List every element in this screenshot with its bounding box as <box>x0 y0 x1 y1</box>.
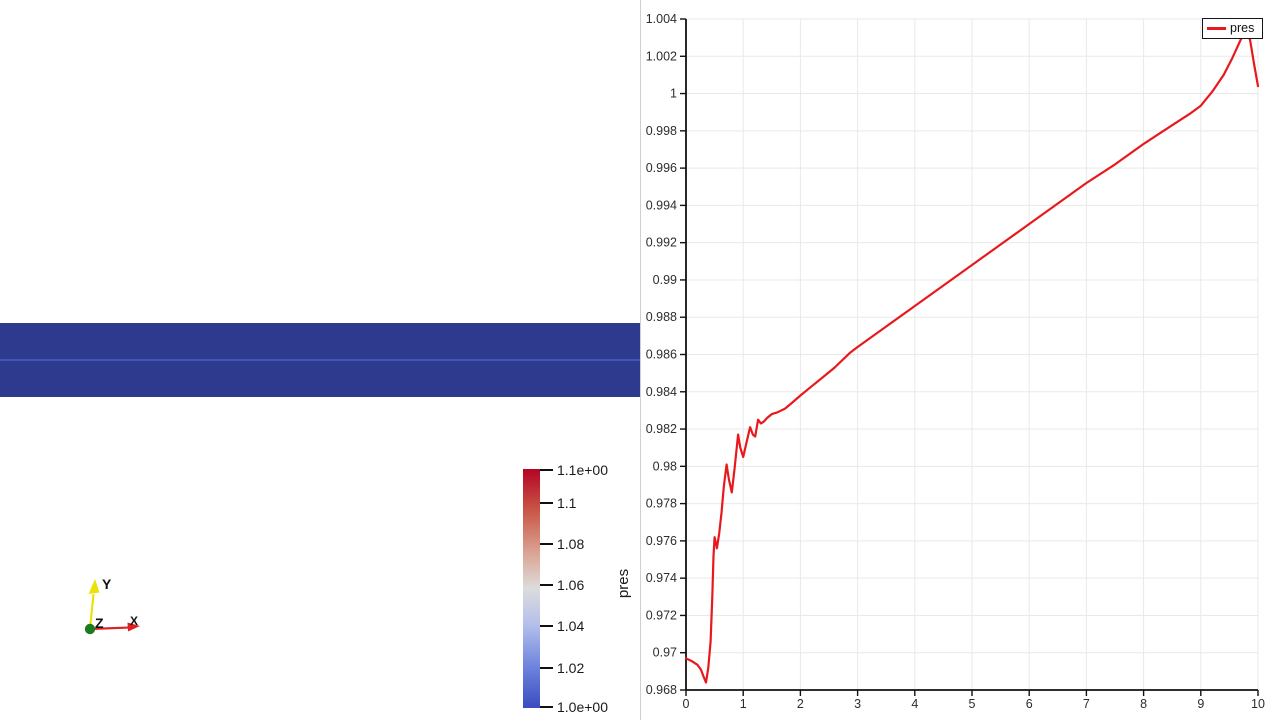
x-axis-tick-label: 2 <box>797 697 804 711</box>
y-axis-tick-label: 0.988 <box>646 310 677 324</box>
y-axis-tick-label: 0.986 <box>646 348 677 362</box>
y-axis-tick-label: 0.972 <box>646 608 677 622</box>
colorbar-tick <box>540 502 553 504</box>
colorbar-tick <box>540 584 553 586</box>
x-axis-tick-label: 1 <box>740 697 747 711</box>
y-axis-tick-label: 0.97 <box>653 646 677 660</box>
y-axis-cone-icon <box>88 579 100 594</box>
x-axis-tick-label: 5 <box>969 697 976 711</box>
z-axis-sphere-icon <box>84 623 96 635</box>
y-axis-tick-label: 0.996 <box>646 161 677 175</box>
line-chart-view[interactable]: 1.004 1.002 1 0.998 0.996 0.994 0.992 0.99 0.988… <box>641 0 1280 720</box>
x-axis-tick-label: 7 <box>1083 697 1090 711</box>
colorbar-tick <box>540 625 553 627</box>
colorbar-title: pres <box>615 568 633 599</box>
y-axis-tick-label: 1.004 <box>646 12 677 26</box>
colorbar-gradient <box>523 469 540 708</box>
y-axis-line <box>88 593 95 630</box>
mesh-surface[interactable] <box>0 323 640 397</box>
y-axis-tick-label: 1.002 <box>646 49 677 63</box>
x-axis-tick-label: 6 <box>1026 697 1033 711</box>
legend-line-sample-icon <box>1207 27 1226 30</box>
colorbar-tick-label: 1.02 <box>557 660 585 676</box>
x-axis-cone-icon <box>127 622 140 632</box>
colorbar-tick <box>540 667 553 669</box>
colorbar-tick-label: 1.1e+00 <box>557 462 608 478</box>
chart-legend[interactable]: pres <box>1202 18 1263 39</box>
colorbar-tick-label: 1.04 <box>557 618 585 634</box>
x-axis-tick-label: 3 <box>854 697 861 711</box>
view-splitter[interactable] <box>640 0 641 720</box>
colorbar-tick-label: 1.08 <box>557 536 585 552</box>
y-axis-tick-label: 0.968 <box>646 683 677 697</box>
y-axis-tick-label: 0.978 <box>646 497 677 511</box>
series-line-pres <box>684 30 1260 684</box>
axes-z-label: Z <box>95 615 104 631</box>
line-chart[interactable]: 1.0041.00210.9980.9960.9940.9920.990.988… <box>640 0 1280 720</box>
render-view-3d[interactable]: Y Z X 1.1e+00 1.1 1.08 1.06 1.04 1.02 1.0e+00 … <box>0 0 640 720</box>
y-axis-tick-label: 0.974 <box>646 571 677 585</box>
y-axis-tick-label: 0.992 <box>646 236 677 250</box>
axes-x-label: X <box>130 614 138 628</box>
colorbar-tick <box>540 543 553 545</box>
y-axis-tick-label: 0.994 <box>646 198 677 212</box>
x-axis-tick-label: 4 <box>911 697 918 711</box>
colorbar-tick <box>540 469 553 471</box>
y-axis-tick-label: 0.998 <box>646 124 677 138</box>
x-axis-tick-label: 8 <box>1140 697 1147 711</box>
x-axis-line <box>89 626 130 631</box>
colorbar-tick <box>540 706 553 708</box>
orientation-axes-widget[interactable]: Y Z X <box>70 565 155 645</box>
y-axis-tick-label: 0.982 <box>646 422 677 436</box>
mesh-seam-line <box>0 359 640 361</box>
y-axis-tick-label: 0.976 <box>646 534 677 548</box>
x-axis-tick-label: 10 <box>1251 697 1265 711</box>
x-axis-tick-label: 0 <box>683 697 690 711</box>
x-axis-tick-label: 9 <box>1197 697 1204 711</box>
axes-y-label: Y <box>102 576 112 592</box>
colorbar-tick-label: 1.06 <box>557 577 585 593</box>
colorbar-tick-label: 1.1 <box>557 495 577 511</box>
legend-label: pres <box>1230 21 1255 36</box>
colorbar-widget[interactable]: 1.1e+00 1.1 1.08 1.06 1.04 1.02 1.0e+00 pres <box>523 462 653 715</box>
y-axis-tick-label: 0.99 <box>653 273 677 287</box>
y-axis-tick-label: 0.98 <box>653 459 677 473</box>
y-axis-tick-label: 1 <box>670 87 677 101</box>
colorbar-tick-label: 1.0e+00 <box>557 699 608 715</box>
y-axis-tick-label: 0.984 <box>646 385 677 399</box>
